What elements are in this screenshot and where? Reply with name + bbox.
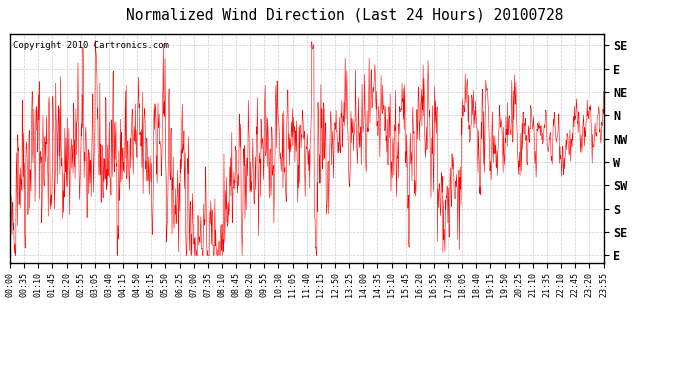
Text: Copyright 2010 Cartronics.com: Copyright 2010 Cartronics.com xyxy=(13,40,169,50)
Text: Normalized Wind Direction (Last 24 Hours) 20100728: Normalized Wind Direction (Last 24 Hours… xyxy=(126,8,564,22)
